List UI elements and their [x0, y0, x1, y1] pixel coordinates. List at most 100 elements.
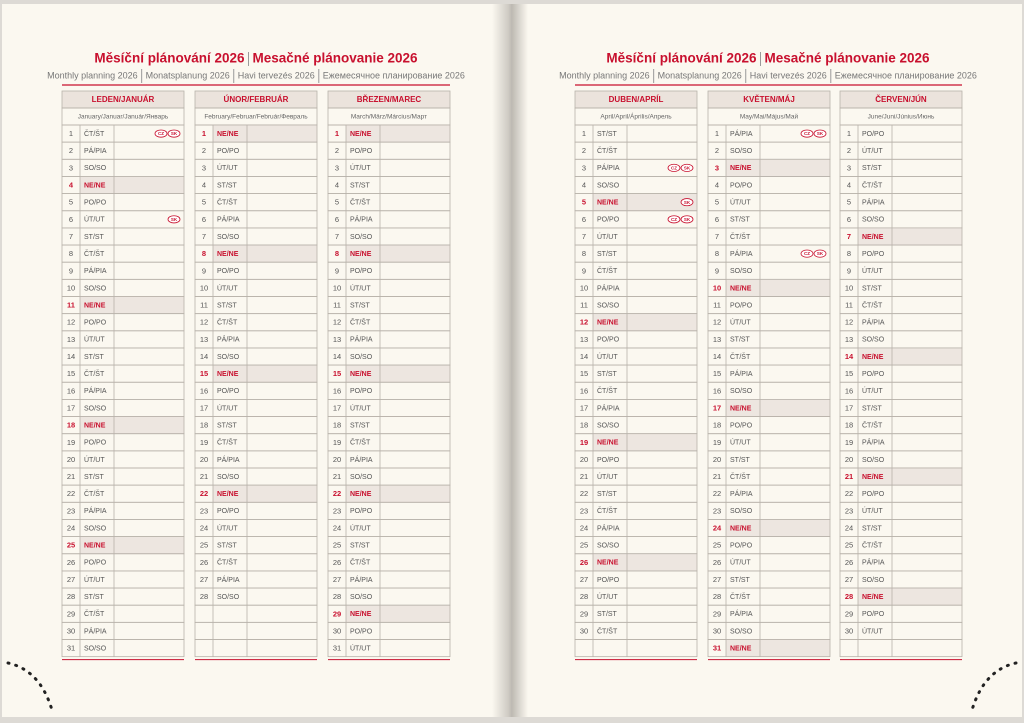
day-number: 15 — [333, 369, 341, 378]
weekday: PO/PO — [862, 611, 885, 618]
weekday: ÚT/UT — [350, 163, 371, 172]
weekday: PÁ/PIA — [597, 523, 620, 532]
holiday-badge — [813, 249, 827, 258]
day-number: 8 — [69, 249, 73, 258]
day-number: 30 — [845, 626, 853, 635]
weekday: PO/PO — [730, 422, 753, 429]
weekday: SO/SO — [217, 594, 240, 601]
day-number: 25 — [713, 541, 721, 550]
weekday: ST/ST — [84, 234, 105, 241]
day-number: 24 — [67, 524, 75, 533]
day-number: 16 — [845, 386, 853, 395]
weekday: PO/PO — [350, 628, 373, 635]
weekday: ÚT/UT — [862, 266, 883, 275]
day-number: 11 — [67, 301, 75, 310]
day-number: 12 — [200, 318, 208, 327]
day-number: 6 — [335, 215, 339, 224]
day-number: 5 — [335, 198, 339, 207]
weekday: ÚT/UT — [862, 146, 883, 155]
day-number: 7 — [715, 232, 719, 241]
day-number: 4 — [69, 181, 74, 190]
weekday: SO/SO — [217, 474, 240, 481]
weekday: PÁ/PIA — [84, 626, 107, 635]
day-number: 3 — [69, 163, 73, 172]
weekday: PÁ/PIA — [730, 369, 753, 378]
left-page — [2, 4, 508, 717]
day-number: 2 — [202, 146, 206, 155]
day-number: 12 — [713, 318, 721, 327]
weekday: NE/NE — [84, 422, 106, 429]
day-number: 17 — [67, 403, 75, 412]
page-subtitle: Monatsplanung 2026 — [658, 70, 742, 80]
weekday: ČT/ŠT — [217, 198, 238, 207]
weekday: PO/PO — [350, 268, 373, 275]
day-number: 17 — [845, 403, 853, 412]
day-number: 30 — [333, 626, 341, 635]
weekday: NE/NE — [350, 371, 372, 378]
weekday: PÁ/PIA — [350, 575, 373, 584]
day-number: 19 — [845, 438, 853, 447]
day-number: 7 — [847, 232, 851, 241]
weekday: ST/ST — [597, 491, 618, 498]
month-table: ÚNOR/FEBRUÁR February/Februar/Február/Фев… — [194, 90, 318, 661]
weekday: ST/ST — [350, 543, 371, 550]
weekday: SO/SO — [730, 148, 753, 155]
weekday: ÚT/UT — [862, 626, 883, 635]
day-number: 9 — [582, 266, 586, 275]
day-number: 2 — [69, 146, 73, 155]
day-number: 30 — [580, 626, 588, 635]
month-name: DUBEN/APRÍL — [609, 95, 664, 104]
day-number: 18 — [200, 421, 208, 430]
weekday: SO/SO — [862, 577, 885, 584]
day-number: 13 — [200, 335, 208, 344]
day-number: 20 — [200, 455, 208, 464]
day-number: 15 — [580, 369, 588, 378]
day-number: 13 — [845, 335, 853, 344]
day-number: 22 — [580, 489, 588, 498]
day-number: 26 — [333, 558, 341, 567]
weekday: ST/ST — [217, 422, 238, 429]
weekday: PO/PO — [730, 182, 753, 189]
day-number: 24 — [200, 524, 208, 533]
day-number: 21 — [713, 472, 721, 481]
day-number: 12 — [67, 318, 75, 327]
day-number: 27 — [333, 575, 341, 584]
weekday: ÚT/UT — [217, 163, 238, 172]
sunday-shade — [346, 485, 450, 503]
weekday: PO/PO — [217, 508, 240, 515]
page-title: Měsíční plánování 2026 — [94, 51, 245, 66]
sunday-shade — [80, 416, 184, 434]
day-number: 21 — [845, 472, 853, 481]
sunday-shade — [726, 519, 830, 537]
corner-dots — [970, 661, 1018, 712]
page-content: Měsíční plánování 2026 Mesačné plánovanie… — [559, 51, 977, 661]
day-number: 21 — [67, 472, 75, 481]
weekday: ČT/ŠT — [730, 232, 751, 241]
day-number: 28 — [845, 592, 853, 601]
holiday-badge — [667, 163, 681, 172]
day-number: 14 — [333, 352, 341, 361]
weekday: SO/SO — [730, 388, 753, 395]
weekday: SO/SO — [350, 234, 373, 241]
day-number: 6 — [202, 215, 206, 224]
day-number: 23 — [200, 506, 208, 515]
weekday: SO/SO — [730, 508, 753, 515]
holiday-code: CZ — [671, 165, 677, 170]
day-number: 11 — [713, 301, 721, 310]
day-number: 31 — [67, 644, 75, 653]
day-number: 16 — [67, 386, 75, 395]
holiday-badge — [154, 129, 168, 138]
page-title: Mesačné plánovanie 2026 — [764, 51, 930, 66]
day-number: 3 — [202, 163, 206, 172]
day-number: 14 — [200, 352, 208, 361]
corner-dots — [6, 661, 54, 712]
holiday-badge — [667, 215, 681, 224]
weekday: ST/ST — [350, 422, 371, 429]
day-number: 3 — [335, 163, 339, 172]
day-number: 16 — [333, 386, 341, 395]
sunday-shade — [593, 313, 697, 331]
weekday: ST/ST — [84, 594, 105, 601]
weekday: NE/NE — [862, 474, 884, 481]
day-number: 27 — [845, 575, 853, 584]
weekday: PO/PO — [84, 440, 107, 447]
